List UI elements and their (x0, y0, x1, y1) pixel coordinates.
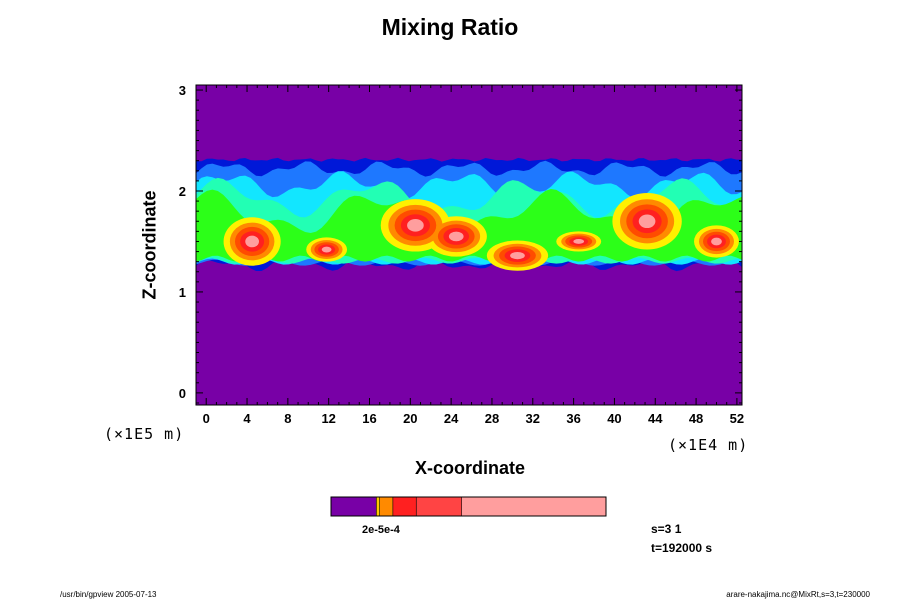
field-blob-pink (573, 239, 585, 244)
x-tick-label: 24 (444, 411, 459, 426)
x-axis-label: X-coordinate (414, 458, 525, 478)
field-blob-pink (407, 219, 424, 232)
info-t: t=192000 s (651, 541, 713, 555)
x-axis: 0 4 8 12 16 20 24 28 32 36 40 44 48 52 (203, 85, 744, 426)
field-blob-pink (245, 235, 259, 248)
y-axis-label: Z-coordinate (139, 190, 160, 300)
colorbar-label: 2e-5e-4 (362, 524, 400, 536)
x-axis-unit: (×1E4 m) (668, 436, 749, 454)
x-tick-label: 20 (403, 411, 417, 426)
x-tick-label: 48 (689, 411, 703, 426)
colorbar-segment (392, 497, 417, 516)
y-tick-label: 1 (179, 285, 186, 300)
plot-area (196, 85, 742, 405)
colorbar-segment (461, 497, 606, 516)
y-tick-label: 0 (179, 386, 186, 401)
y-tick-label: 2 (179, 184, 186, 199)
x-tick-label: 16 (362, 411, 376, 426)
x-tick-label: 36 (566, 411, 580, 426)
x-tick-label: 12 (321, 411, 335, 426)
colorbar-frame (330, 496, 607, 517)
footer-right: arare-nakajima.nc@MixRt,s=3,t=230000 (726, 590, 870, 599)
colorbar (330, 496, 607, 517)
colorbar-segment (376, 497, 380, 516)
y-axis: 0 1 2 3 (179, 83, 742, 404)
plot-frame (195, 84, 743, 406)
colorbar-segment (331, 497, 377, 516)
info-s: s=3 1 (651, 522, 682, 536)
field-blob-pink (510, 251, 525, 260)
field-blob-pink (448, 231, 464, 242)
y-axis-unit: (×1E5 m) (104, 425, 185, 443)
field-blob-pink (321, 246, 332, 253)
x-tick-label: 4 (243, 411, 251, 426)
colorbar-segment (416, 497, 462, 516)
x-tick-label: 32 (526, 411, 540, 426)
x-tick-label: 40 (607, 411, 621, 426)
field-blob-pink (638, 214, 656, 229)
x-tick-label: 44 (648, 411, 663, 426)
footer-left: /usr/bin/gpview 2005-07-13 (60, 590, 157, 599)
field-blob-pink (711, 237, 722, 246)
colorbar-segment (379, 497, 393, 516)
x-tick-label: 28 (485, 411, 499, 426)
y-tick-label: 3 (179, 83, 186, 98)
x-tick-label: 0 (203, 411, 210, 426)
chart-title: Mixing Ratio (381, 14, 519, 40)
x-tick-label: 8 (284, 411, 291, 426)
x-tick-label: 52 (730, 411, 744, 426)
